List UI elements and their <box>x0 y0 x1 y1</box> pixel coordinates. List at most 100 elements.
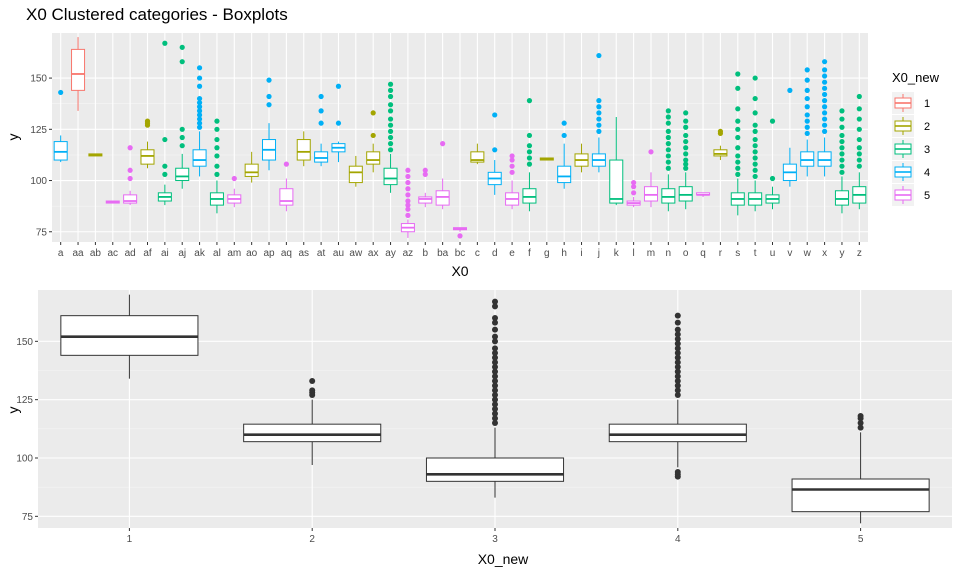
outlier-point <box>526 149 533 155</box>
x-tick-label: ba <box>437 248 449 259</box>
outlier-point <box>735 85 741 91</box>
outlier-point <box>492 392 498 398</box>
outlier-point <box>196 100 203 106</box>
outlier-point <box>526 161 533 167</box>
outlier-point <box>509 169 515 175</box>
outlier-point <box>674 368 681 375</box>
outlier-point <box>674 312 681 319</box>
outlier-point <box>422 171 428 177</box>
bottom-y-axis: 75 100 125 150 <box>16 337 38 523</box>
x-tick-label: ab <box>90 248 102 259</box>
outlier-point <box>196 65 203 71</box>
x-tick-label: af <box>143 248 152 259</box>
outlier-point <box>509 153 515 159</box>
x-tick-label: w <box>803 248 812 259</box>
box-iqr <box>609 159 624 204</box>
outlier-point <box>665 120 671 126</box>
outlier-point <box>596 98 602 104</box>
x-tick-label: s <box>735 248 740 259</box>
legend-label: 2 <box>924 121 930 133</box>
outlier-point <box>387 81 394 87</box>
outlier-point <box>735 145 741 151</box>
legend-label: 4 <box>924 167 930 179</box>
y-tick-label: 75 <box>22 512 34 523</box>
outlier-point <box>387 116 394 122</box>
outlier-point <box>839 132 845 139</box>
outlier-point <box>179 126 185 132</box>
outlier-point <box>492 420 498 426</box>
outlier-point <box>674 354 681 361</box>
y-tick-label: 125 <box>16 395 33 406</box>
box-iqr <box>192 149 207 167</box>
outlier-point <box>214 153 220 159</box>
outlier-point <box>196 104 203 110</box>
outlier-point <box>492 387 498 394</box>
outlier-point <box>492 354 498 361</box>
box-iqr <box>244 163 259 177</box>
outlier-point <box>752 143 758 149</box>
outlier-point <box>127 145 133 151</box>
outlier-point <box>752 136 758 143</box>
outlier-point <box>526 143 533 149</box>
outlier-point <box>856 126 862 132</box>
x-tick-label: y <box>839 248 844 259</box>
outlier-point <box>266 102 272 108</box>
outlier-point <box>717 128 724 134</box>
outlier-point <box>492 373 498 380</box>
outlier-point <box>856 136 862 143</box>
box-iqr <box>366 151 381 165</box>
outlier-point <box>631 179 637 186</box>
x-tick-label: u <box>770 248 776 259</box>
box-iqr <box>53 141 68 161</box>
outlier-point <box>162 136 168 143</box>
outlier-point <box>387 87 394 93</box>
outlier-point <box>665 108 671 114</box>
x-tick-label: l <box>632 248 634 259</box>
outlier-point <box>856 163 862 169</box>
x-tick-label: c <box>475 248 480 259</box>
outlier-point <box>839 124 845 130</box>
outlier-point <box>440 141 446 147</box>
outlier-point <box>665 134 671 141</box>
outlier-point <box>787 87 793 93</box>
outlier-point <box>422 167 428 173</box>
outlier-point <box>735 165 741 171</box>
x-tick-label: 3 <box>492 534 498 545</box>
outlier-point <box>309 378 316 384</box>
outlier-point <box>162 163 168 169</box>
outlier-point <box>266 93 272 100</box>
outlier-point <box>821 110 828 116</box>
outlier-point <box>405 192 411 198</box>
outlier-point <box>179 134 185 141</box>
x-tick-label: ao <box>246 248 258 259</box>
outlier-point <box>492 333 498 340</box>
top-boxplots <box>53 37 867 239</box>
outlier-point <box>405 206 411 212</box>
outlier-point <box>674 319 681 326</box>
box-iqr <box>791 478 930 513</box>
outlier-point <box>821 116 828 122</box>
outlier-point <box>387 93 394 100</box>
box-iqr <box>348 165 363 184</box>
outlier-point <box>596 122 602 128</box>
outlier-point <box>405 202 411 208</box>
outlier-point <box>492 147 498 153</box>
outlier-point <box>804 104 810 110</box>
outlier-point <box>509 163 515 169</box>
bottom-y-axis-title: y <box>5 407 21 414</box>
outlier-point <box>857 424 864 431</box>
outlier-point <box>492 345 498 352</box>
x-tick-label: 5 <box>858 534 864 545</box>
x-tick-label: ay <box>385 248 396 259</box>
box-iqr <box>418 196 433 204</box>
outlier-point <box>596 110 602 116</box>
outlier-point <box>492 406 498 412</box>
outlier-point <box>596 52 602 59</box>
outlier-point <box>821 67 828 73</box>
outlier-point <box>179 44 185 50</box>
outlier-point <box>665 114 671 120</box>
outlier-point <box>492 298 498 305</box>
outlier-point <box>821 91 828 98</box>
outlier-point <box>752 173 758 180</box>
